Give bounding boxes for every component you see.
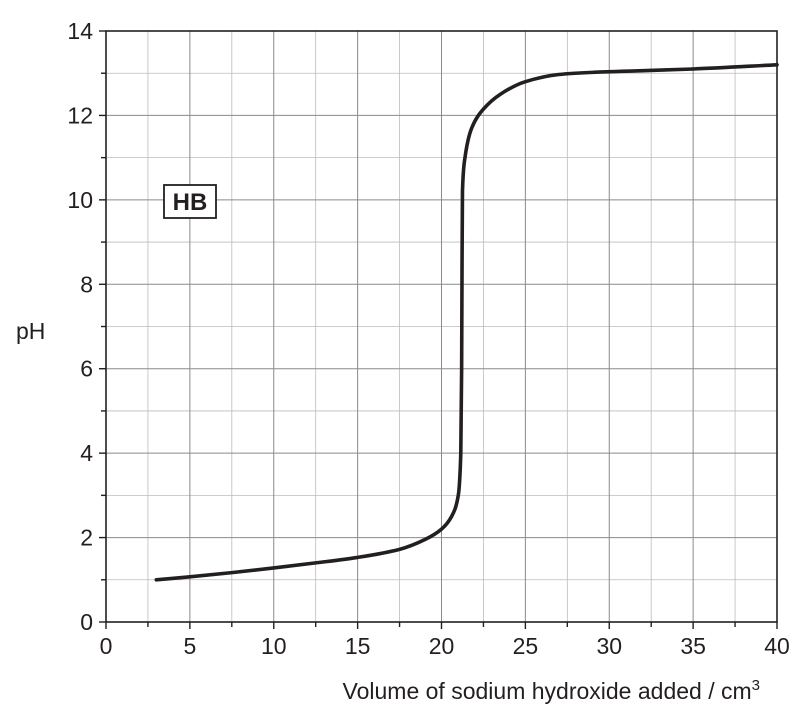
y-axis-label: pH [16, 318, 45, 344]
x-tick-label: 0 [100, 633, 113, 659]
y-tick-label: 10 [67, 187, 93, 213]
x-tick-label: 35 [680, 633, 706, 659]
annotation-hb: HB [163, 184, 217, 219]
y-tick-label: 14 [67, 18, 93, 44]
x-axis-label: Volume of sodium hydroxide added / cm3 [343, 677, 760, 704]
y-tick-label: 6 [80, 356, 93, 382]
annotation-hb-label: HB [173, 189, 208, 216]
x-axis-label-superscript: 3 [752, 677, 760, 694]
y-tick-label: 12 [67, 102, 93, 128]
x-axis-label-text: Volume of sodium hydroxide added / cm [343, 678, 752, 704]
x-tick-label: 30 [596, 633, 622, 659]
titration-curve-line [154, 62, 779, 582]
x-axis-tick-labels: 0 5 10 15 20 25 30 35 40 [100, 633, 790, 659]
y-axis-tick-labels: 0 2 4 6 8 10 12 14 [67, 18, 93, 635]
x-axis-ticks [105, 622, 778, 629]
x-tick-label: 15 [345, 633, 371, 659]
y-axis-ticks [99, 30, 106, 623]
x-tick-label: 25 [513, 633, 539, 659]
y-tick-label: 0 [80, 609, 93, 635]
x-tick-label: 10 [261, 633, 287, 659]
x-tick-label: 40 [764, 633, 790, 659]
x-tick-label: 5 [183, 633, 196, 659]
y-tick-label: 8 [80, 271, 93, 297]
y-tick-label: 2 [80, 525, 93, 551]
annotation-hb-box [163, 184, 217, 219]
y-tick-label: 4 [80, 440, 93, 466]
x-tick-label: 20 [429, 633, 455, 659]
